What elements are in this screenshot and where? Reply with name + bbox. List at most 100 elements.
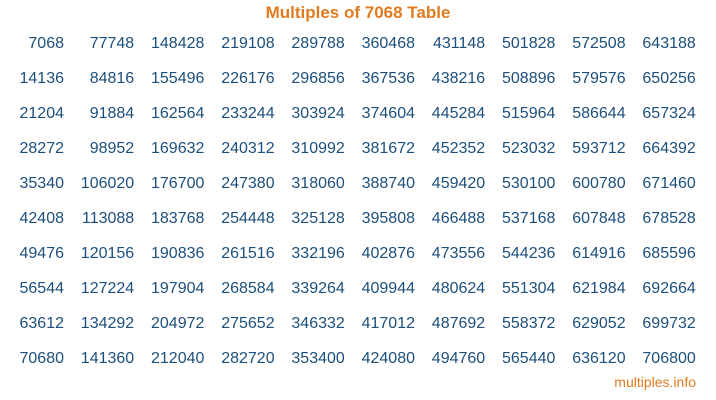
table-cell: 417012 xyxy=(361,315,415,332)
table-cell: 310992 xyxy=(291,140,345,157)
table-cell: 183768 xyxy=(151,210,205,227)
table-cell: 7068 xyxy=(28,35,64,52)
table-cell: 289788 xyxy=(291,35,345,52)
table-cell: 402876 xyxy=(361,245,415,262)
table-cell: 452352 xyxy=(431,140,486,157)
table-cell: 141360 xyxy=(80,350,135,367)
table-cell: 98952 xyxy=(89,140,135,157)
table-cell: 14136 xyxy=(19,70,65,87)
table-cell: 120156 xyxy=(80,245,135,262)
table-cell: 480624 xyxy=(431,280,486,297)
table-cell: 226176 xyxy=(221,70,275,87)
table-cell: 445284 xyxy=(431,105,486,122)
table-cell: 261516 xyxy=(221,245,275,262)
table-cell: 148428 xyxy=(151,35,205,52)
table-cell: 558372 xyxy=(502,315,556,332)
table-cell: 197904 xyxy=(151,280,205,297)
table-cell: 233244 xyxy=(221,105,275,122)
title: Multiples of 7068 Table xyxy=(265,3,451,22)
table-cell: 325128 xyxy=(291,210,345,227)
table-cell: 35340 xyxy=(19,175,65,192)
table-cell: 431148 xyxy=(432,35,486,52)
footer-link[interactable]: multiples.info xyxy=(614,374,696,390)
table-cell: 508896 xyxy=(502,70,556,87)
table-cell: 63612 xyxy=(19,315,65,332)
table-cell: 247380 xyxy=(221,175,275,192)
table-cell: 127224 xyxy=(80,280,135,297)
table-cell: 381672 xyxy=(361,140,415,157)
table-cell: 212040 xyxy=(151,350,205,367)
table-cell: 84816 xyxy=(89,70,135,87)
table-cell: 388740 xyxy=(361,175,415,192)
table-cell: 360468 xyxy=(361,35,415,52)
table-cell: 678528 xyxy=(642,210,696,227)
table-cell: 593712 xyxy=(572,140,626,157)
table-cell: 438216 xyxy=(431,70,486,87)
table-cell: 459420 xyxy=(431,175,486,192)
table-cell: 28272 xyxy=(19,140,65,157)
table-cell: 374604 xyxy=(361,105,415,122)
table-cell: 21204 xyxy=(19,105,65,122)
table-cell: 650256 xyxy=(642,70,696,87)
table-cell: 367536 xyxy=(361,70,415,87)
table-cell: 282720 xyxy=(221,350,275,367)
table-cell: 671460 xyxy=(642,175,696,192)
table-cell: 296856 xyxy=(291,70,345,87)
table-cell: 190836 xyxy=(151,245,205,262)
table-cell: 318060 xyxy=(291,175,345,192)
table-cell: 657324 xyxy=(642,105,696,122)
table-cell: 346332 xyxy=(291,315,345,332)
table-cell: 49476 xyxy=(19,245,65,262)
table-cell: 91884 xyxy=(89,105,135,122)
table-cell: 353400 xyxy=(291,350,345,367)
table-cell: 466488 xyxy=(431,210,486,227)
table-cell: 424080 xyxy=(361,350,415,367)
table-cell: 113088 xyxy=(81,210,135,227)
table-cell: 600780 xyxy=(572,175,626,192)
table-cell: 56544 xyxy=(19,280,65,297)
table-cell: 501828 xyxy=(502,35,556,52)
table-cell: 473556 xyxy=(431,245,486,262)
table-cell: 77748 xyxy=(89,35,135,52)
table-cell: 621984 xyxy=(572,280,626,297)
table-cell: 303924 xyxy=(291,105,345,122)
table-cell: 42408 xyxy=(19,210,65,227)
table-cell: 494760 xyxy=(431,350,486,367)
table-cell: 643188 xyxy=(642,35,696,52)
table-cell: 204972 xyxy=(151,315,205,332)
table-cell: 134292 xyxy=(80,315,135,332)
table-cell: 523032 xyxy=(502,140,556,157)
table-cell: 106020 xyxy=(80,175,135,192)
table-cell: 579576 xyxy=(572,70,626,87)
table-cell: 268584 xyxy=(221,280,275,297)
table-cell: 169632 xyxy=(151,140,205,157)
table-cell: 565440 xyxy=(502,350,556,367)
table-cell: 515964 xyxy=(502,105,556,122)
table-cell: 395808 xyxy=(361,210,415,227)
table-cell: 664392 xyxy=(642,140,696,157)
table-cell: 607848 xyxy=(572,210,626,227)
table-cell: 586644 xyxy=(572,105,626,122)
table-cell: 339264 xyxy=(291,280,345,297)
table-cell: 551304 xyxy=(502,280,556,297)
table-cell: 240312 xyxy=(221,140,275,157)
table-cell: 487692 xyxy=(431,315,486,332)
table-cell: 332196 xyxy=(291,245,345,262)
table-cell: 699732 xyxy=(642,315,696,332)
table-cell: 530100 xyxy=(502,175,556,192)
table-cell: 155496 xyxy=(151,70,205,87)
table-cell: 629052 xyxy=(572,315,626,332)
table-cell: 254448 xyxy=(221,210,275,227)
table-cell: 70680 xyxy=(19,350,65,367)
table-cell: 544236 xyxy=(502,245,556,262)
table-cell: 409944 xyxy=(361,280,415,297)
table-cell: 162564 xyxy=(151,105,205,122)
table-cell: 685596 xyxy=(642,245,696,262)
table-cell: 537168 xyxy=(502,210,556,227)
table-cell: 572508 xyxy=(572,35,626,52)
table-cell: 275652 xyxy=(221,315,275,332)
table-cell: 706800 xyxy=(642,350,696,367)
table-cell: 692664 xyxy=(642,280,696,297)
table-cell: 219108 xyxy=(221,35,275,52)
